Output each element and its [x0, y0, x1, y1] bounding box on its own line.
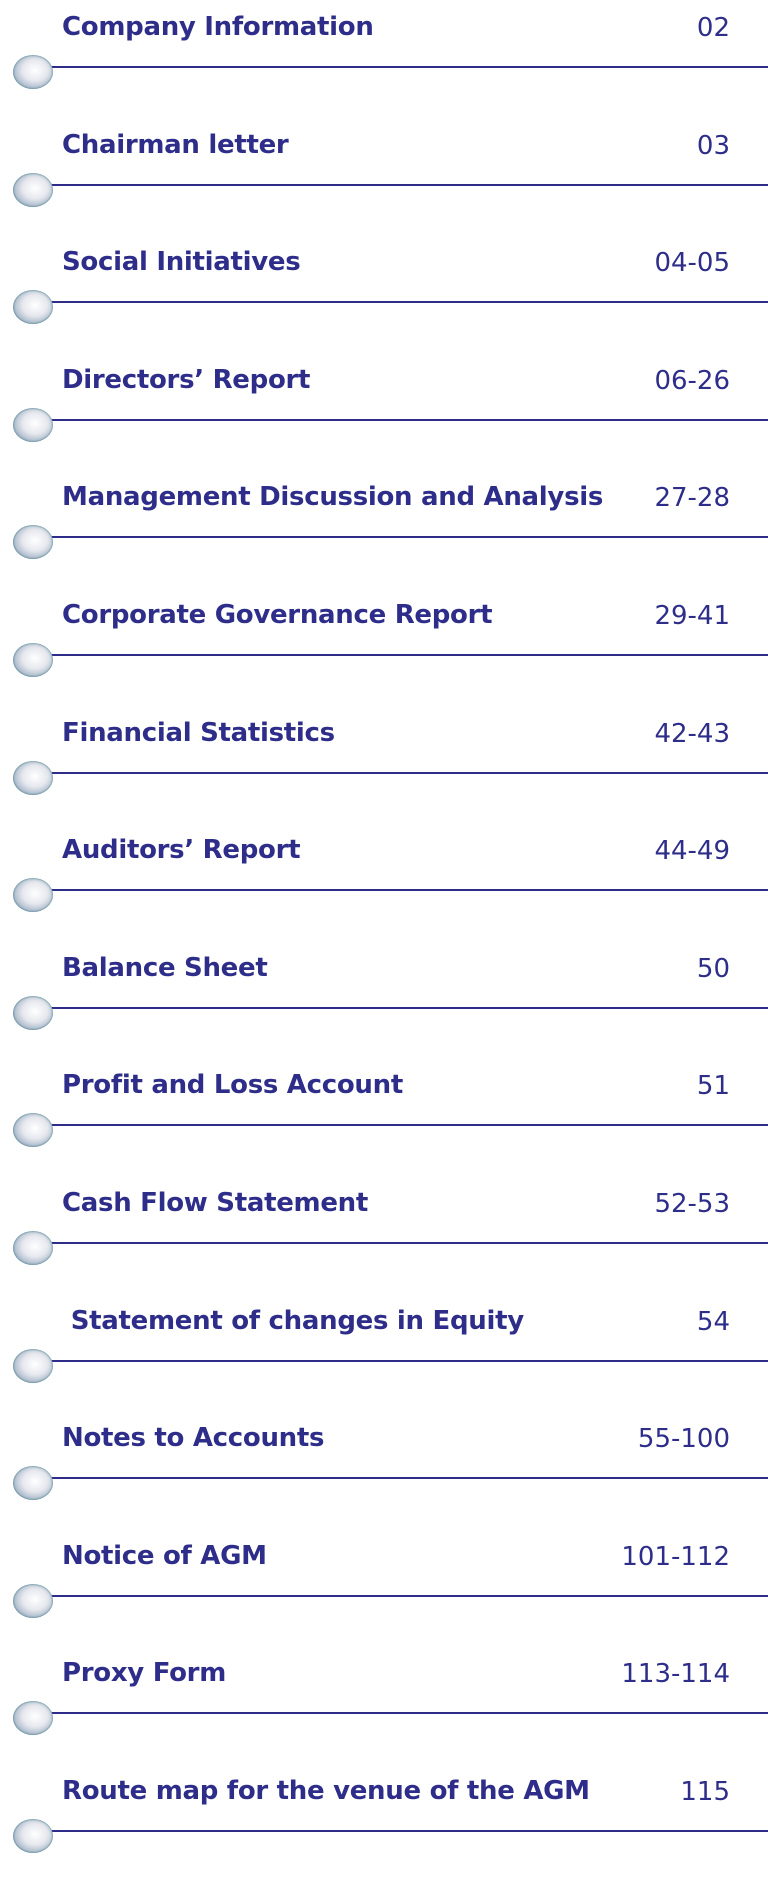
entry-title: Company Information: [62, 12, 374, 42]
divider-line: [40, 418, 768, 421]
contents-row: Corporate Governance Report 29-41: [0, 588, 768, 705]
entry-pages: 101-112: [621, 1541, 730, 1572]
contents-row: Management Discussion and Analysis 27-28: [0, 470, 768, 587]
contents-row: Balance Sheet 50: [0, 941, 768, 1058]
entry-title: Chairman letter: [62, 129, 289, 160]
entry-pages: 54: [696, 1306, 730, 1337]
bullet-icon: [13, 1701, 53, 1736]
bullet-icon: [13, 1819, 53, 1853]
entry-title: Balance Sheet: [62, 952, 268, 983]
contents-row: Proxy Form 113-114: [0, 1646, 768, 1763]
contents-row: Notice of AGM 101-112: [0, 1529, 768, 1646]
bullet-icon: [13, 407, 53, 442]
entry-pages: 02: [696, 13, 730, 43]
bullet-icon: [13, 1231, 53, 1265]
entry-title: Notes to Accounts: [62, 1423, 325, 1454]
contents-row: Notes to Accounts 55-100: [0, 1411, 768, 1528]
entry-pages: 51: [696, 1071, 730, 1102]
contents-row: Financial Statistics 42-43: [0, 706, 768, 823]
entry-title: Profit and Loss Account: [62, 1070, 403, 1101]
divider-line: [40, 654, 768, 656]
contents-row: Route map for the venue of the AGM 115: [0, 1764, 768, 1881]
bullet-icon: [13, 878, 53, 913]
entry-title: Proxy Form: [62, 1658, 226, 1689]
entry-pages: 27-28: [654, 483, 730, 514]
divider-line: [40, 66, 768, 68]
entry-title: Notice of AGM: [62, 1540, 267, 1571]
entry-pages: 113-114: [621, 1659, 730, 1690]
divider-line: [40, 1477, 768, 1480]
entry-pages: 52-53: [654, 1189, 730, 1219]
contents-row: Profit and Loss Account 51: [0, 1058, 768, 1175]
entry-title: Route map for the venue of the AGM: [62, 1776, 590, 1806]
entry-pages: 04-05: [654, 248, 730, 279]
entry-pages: 06-26: [654, 365, 730, 396]
entry-title: Corporate Governance Report: [62, 600, 493, 630]
bullet-icon: [13, 1466, 53, 1501]
entry-pages: 55-100: [637, 1424, 730, 1455]
contents-row: Statement of changes in Equity 54: [0, 1294, 768, 1411]
entry-title: Directors’ Report: [62, 364, 311, 395]
entry-title: Management Discussion and Analysis: [62, 482, 604, 513]
divider-line: [40, 183, 768, 186]
divider-line: [40, 301, 768, 304]
entry-title: Financial Statistics: [62, 717, 335, 748]
divider-line: [40, 536, 768, 539]
divider-line: [40, 1830, 768, 1832]
divider-line: [40, 1242, 768, 1244]
entry-pages: 50: [696, 953, 730, 984]
contents-row: Company Information 02: [0, 0, 768, 117]
bullet-icon: [13, 995, 53, 1030]
divider-line: [40, 1712, 768, 1715]
bullet-icon: [13, 290, 53, 325]
entry-pages: 03: [696, 130, 730, 161]
divider-line: [40, 1359, 768, 1362]
entry-title: Social Initiatives: [62, 247, 301, 278]
bullet-icon: [13, 1348, 53, 1383]
entry-pages: 29-41: [654, 601, 730, 631]
contents-row: Social Initiatives 04-05: [0, 235, 768, 352]
bullet-icon: [13, 1583, 53, 1618]
divider-line: [40, 1006, 768, 1009]
bullet-icon: [13, 1113, 53, 1148]
entry-title: Auditors’ Report: [62, 835, 301, 866]
entry-pages: 42-43: [654, 718, 730, 749]
contents-row: Directors’ Report 06-26: [0, 353, 768, 470]
entry-title: Statement of changes in Equity: [62, 1305, 524, 1336]
contents-row: Chairman letter 03: [0, 118, 768, 235]
bullet-icon: [13, 55, 53, 89]
bullet-icon: [13, 760, 53, 795]
entry-title: Cash Flow Statement: [62, 1188, 368, 1218]
bullet-icon: [13, 643, 53, 677]
divider-line: [40, 889, 768, 892]
divider-line: [40, 1124, 768, 1127]
entry-pages: 44-49: [654, 836, 730, 867]
divider-line: [40, 1594, 768, 1597]
contents-row: Cash Flow Statement 52-53: [0, 1176, 768, 1293]
entry-pages: 115: [680, 1777, 730, 1807]
bullet-icon: [13, 172, 53, 207]
divider-line: [40, 771, 768, 774]
contents-row: Auditors’ Report 44-49: [0, 823, 768, 940]
bullet-icon: [13, 525, 53, 560]
